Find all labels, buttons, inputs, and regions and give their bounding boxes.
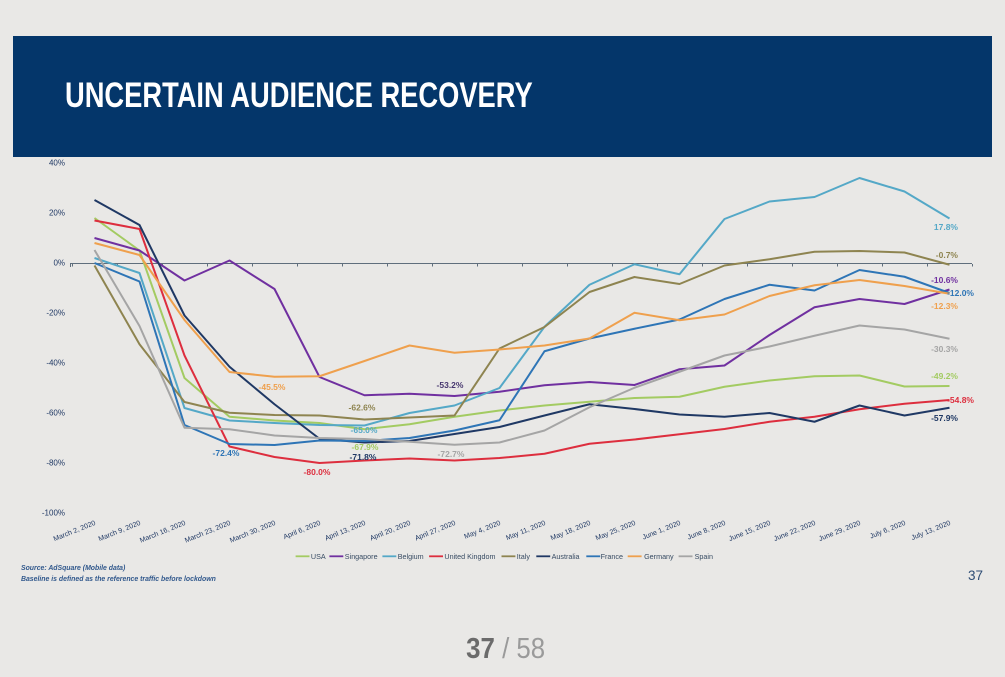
svg-text:Singapore: Singapore bbox=[345, 552, 378, 561]
svg-text:April 6, 2020: April 6, 2020 bbox=[283, 520, 322, 541]
svg-text:-60%: -60% bbox=[46, 409, 65, 418]
svg-text:-62.6%: -62.6% bbox=[349, 403, 376, 413]
svg-text:-100%: -100% bbox=[42, 509, 65, 518]
svg-text:-0.7%: -0.7% bbox=[936, 250, 959, 260]
svg-text:March 9, 2020: March 9, 2020 bbox=[98, 520, 142, 543]
svg-text:-72.4%: -72.4% bbox=[213, 448, 240, 458]
svg-text:June 15, 2020: June 15, 2020 bbox=[728, 520, 772, 543]
svg-text:March 30, 2020: March 30, 2020 bbox=[229, 520, 277, 545]
svg-text:40%: 40% bbox=[49, 159, 65, 168]
svg-text:-65.0%: -65.0% bbox=[351, 425, 378, 435]
svg-text:0%: 0% bbox=[53, 259, 65, 268]
svg-text:-67.9%: -67.9% bbox=[352, 442, 379, 452]
svg-text:17.8%: 17.8% bbox=[934, 222, 959, 232]
svg-text:-30.3%: -30.3% bbox=[931, 344, 958, 354]
svg-text:April 20, 2020: April 20, 2020 bbox=[369, 520, 412, 543]
svg-text:June 29, 2020: June 29, 2020 bbox=[818, 520, 862, 543]
svg-text:-80%: -80% bbox=[46, 459, 65, 468]
svg-text:Italy: Italy bbox=[517, 552, 531, 561]
svg-text:March 16, 2020: March 16, 2020 bbox=[139, 520, 187, 545]
svg-text:France: France bbox=[601, 552, 623, 561]
svg-text:July 6, 2020: July 6, 2020 bbox=[869, 520, 907, 541]
svg-text:-40%: -40% bbox=[46, 359, 65, 368]
svg-text:March 23, 2020: March 23, 2020 bbox=[184, 520, 232, 545]
svg-text:-54.8%: -54.8% bbox=[947, 395, 974, 405]
svg-text:-49.2%: -49.2% bbox=[931, 371, 958, 381]
svg-text:USA: USA bbox=[311, 552, 326, 561]
svg-text:-10.6%: -10.6% bbox=[931, 275, 958, 285]
svg-text:June 22, 2020: June 22, 2020 bbox=[773, 520, 817, 543]
svg-text:Germany: Germany bbox=[644, 552, 674, 561]
svg-text:-45.5%: -45.5% bbox=[259, 382, 286, 392]
svg-text:May 25, 2020: May 25, 2020 bbox=[595, 520, 637, 542]
svg-text:-72.7%: -72.7% bbox=[438, 449, 465, 459]
svg-text:-71.8%: -71.8% bbox=[350, 452, 377, 462]
svg-text:June 1, 2020: June 1, 2020 bbox=[642, 520, 682, 542]
svg-text:United Kingdom: United Kingdom bbox=[444, 552, 495, 561]
svg-text:Belgium: Belgium bbox=[398, 552, 424, 561]
svg-text:-80.0%: -80.0% bbox=[304, 467, 331, 477]
svg-text:April 13, 2020: April 13, 2020 bbox=[324, 520, 367, 543]
svg-text:May 4, 2020: May 4, 2020 bbox=[463, 520, 501, 541]
svg-text:March 2, 2020: March 2, 2020 bbox=[53, 520, 97, 543]
svg-text:-57.9%: -57.9% bbox=[931, 413, 958, 423]
svg-text:20%: 20% bbox=[49, 209, 65, 218]
svg-text:July 13, 2020: July 13, 2020 bbox=[911, 520, 952, 542]
svg-text:Spain: Spain bbox=[695, 552, 713, 561]
svg-text:-20%: -20% bbox=[46, 309, 65, 318]
svg-text:May 11, 2020: May 11, 2020 bbox=[505, 520, 547, 542]
svg-text:May 18, 2020: May 18, 2020 bbox=[550, 520, 592, 542]
svg-text:-12.3%: -12.3% bbox=[931, 301, 958, 311]
svg-text:-12.0%: -12.0% bbox=[947, 288, 974, 298]
svg-text:April 27, 2020: April 27, 2020 bbox=[414, 520, 457, 543]
svg-text:June 8, 2020: June 8, 2020 bbox=[687, 520, 727, 542]
svg-text:-53.2%: -53.2% bbox=[437, 380, 464, 390]
svg-text:Australia: Australia bbox=[552, 552, 580, 561]
